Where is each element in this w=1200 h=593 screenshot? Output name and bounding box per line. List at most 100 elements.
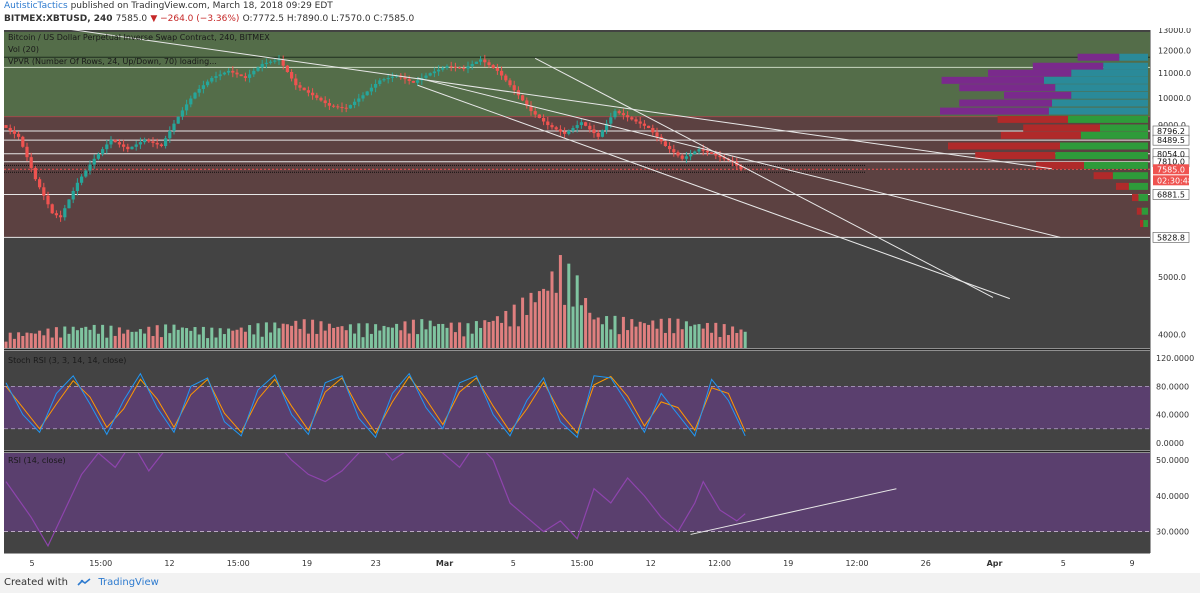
candle-body [214,76,218,78]
candle-body [638,121,642,124]
candle-body [449,66,453,68]
candle-body [521,95,525,101]
candle-body [273,60,277,62]
candle-body [453,66,457,68]
candle-body [206,81,210,86]
candle-body [718,155,722,158]
volume-bar [290,325,294,348]
price-pane[interactable]: Bitcoin / US Dollar Perpetual Inverse Sw… [4,28,1150,348]
publish-info: published on TradingView.com, March 18, … [70,1,333,11]
volume-bar [80,327,84,348]
volume-bar [550,271,554,348]
volume-bar [222,334,226,348]
author-link[interactable]: AutisticTactics [4,1,68,11]
price-label-box [1153,175,1189,186]
volume-bar [38,330,42,348]
candle-body [302,87,306,91]
time-axis[interactable]: 5 15:00 12 15:00 19 23 Mar 5 15:00 12 12:00 19 12:00… [29,559,1134,568]
volume-bar [386,327,390,348]
candle-body [17,133,21,137]
volume-bar [96,333,100,348]
time-axis-bg[interactable] [4,553,1200,571]
volume-bar [533,302,537,348]
candle-body [218,74,222,77]
vpvr-up-bar [1060,142,1148,150]
vpvr-down-bar [1023,124,1100,132]
vpvr-up-bar [1071,69,1148,77]
volume-bar [75,330,79,348]
candle-body [697,149,701,152]
vpvr-up-bar [1052,99,1148,107]
candle-body [33,167,37,180]
candle-body [222,72,226,75]
volume-bar [659,318,663,348]
price-axis-bg[interactable] [1150,30,1200,553]
trend-lines[interactable] [6,28,1061,300]
time-tick-label: 19 [783,559,793,568]
candle-body [294,78,298,86]
candle-body [575,125,579,128]
volume-bar [672,333,676,348]
volume-bar [256,323,260,348]
candle-body [407,79,411,81]
volume-bar [71,326,75,348]
volume-bar [605,316,609,348]
candle-body [248,74,252,78]
candle-body [428,73,432,76]
price-label: 02:30:48 [1157,176,1193,185]
volume-bar [369,333,373,348]
volume-bar [462,336,466,348]
vpvr-down-bar [1032,62,1104,70]
volume-bar [617,334,621,348]
volume-bar [155,325,159,348]
candle-body [550,125,554,128]
candle-body [8,127,12,131]
volume-bar [378,330,382,348]
candle-body [441,67,445,70]
time-tick-label: 5 [1061,559,1066,568]
volume-bar [273,322,277,348]
candle-body [260,63,264,68]
vpvr-up-bar [1112,172,1148,180]
candle-body [659,136,663,142]
candle-body [642,123,646,126]
volume-bar [294,320,298,348]
candle-body [122,144,126,147]
candle-body [12,130,16,134]
candle-body [558,129,562,132]
candle-body [147,139,151,142]
volume-bar [84,326,88,348]
volume-bar [458,322,462,348]
symbol-label[interactable]: BITMEX:XBTUSD, 240 [4,14,113,24]
volume-bar [613,315,617,348]
candle-body [655,132,659,137]
stoch-rsi-pane[interactable]: Stoch RSI (3, 3, 14, 14, close) [4,351,1150,450]
vpvr-down-bar [1132,194,1139,202]
volume-bar [647,324,651,348]
candle-body [630,117,634,120]
stoch-axis[interactable]: 120.0000 80.0000 40.0000 0.0000 [1156,354,1194,448]
volume-profile [940,53,1148,228]
candle-body [365,91,369,96]
volume-bar [537,291,541,348]
volume-bar [264,322,268,348]
volume-bar [227,328,231,348]
volume-bar [8,332,12,348]
volume-bar [705,322,709,348]
footer-brand[interactable]: TradingView [98,577,159,588]
candle-body [327,103,331,106]
candle-body [684,156,688,159]
volume-bar [584,298,588,348]
time-tick-label: 15:00 [89,559,112,568]
price-axis[interactable]: 13000.0 12000.0 11000.0 10000.0 9000.0 5000.0… [1152,28,1193,340]
price-label-box [1153,164,1189,175]
candle-body [424,75,428,78]
rsi-axis[interactable]: 50.0000 40.0000 30.0000 [1156,456,1189,536]
rsi-pane[interactable]: RSI (14, close) [4,421,1150,553]
candle-body [626,115,630,118]
vpvr-down-bar [1116,182,1129,190]
candle-body [319,97,323,101]
time-tick-label: 12:00 [708,559,731,568]
volume-bar [59,337,63,348]
chart-canvas[interactable]: Bitcoin / US Dollar Perpetual Inverse Sw… [0,28,1200,571]
